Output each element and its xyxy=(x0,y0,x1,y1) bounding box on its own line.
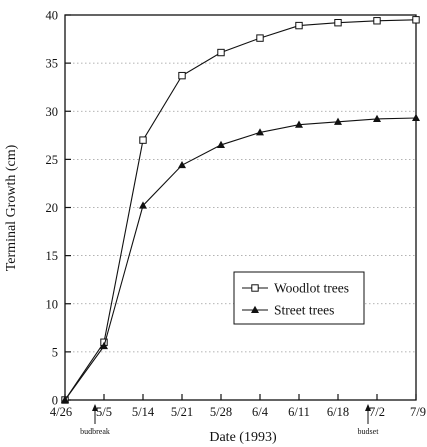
x-tick-label: 6/4 xyxy=(252,405,269,419)
event-arrow-head xyxy=(92,404,98,411)
y-tick-label: 40 xyxy=(46,9,59,23)
x-tick-label: 5/14 xyxy=(132,405,155,419)
data-point-street xyxy=(373,114,381,122)
series-group xyxy=(61,16,420,404)
x-tick-label: 6/11 xyxy=(288,405,310,419)
data-point-street xyxy=(217,140,225,148)
legend-label: Woodlot trees xyxy=(274,281,349,296)
event-label-budbreak: budbreak xyxy=(80,427,110,436)
data-point-woodlot xyxy=(139,136,147,144)
data-point-woodlot xyxy=(256,34,264,42)
legend: Woodlot trees Street trees xyxy=(233,271,365,325)
x-tick-label: 4/26 xyxy=(50,405,72,419)
axes xyxy=(64,14,417,401)
x-tick-label: 5/5 xyxy=(96,405,112,419)
data-point-woodlot xyxy=(217,48,225,57)
y-tick-label: 25 xyxy=(46,153,59,167)
x-axis-title: Date (1993) xyxy=(209,430,277,445)
x-tick-label: 5/28 xyxy=(210,405,232,419)
x-tick-label: 6/18 xyxy=(327,405,349,419)
data-point-street xyxy=(295,120,303,128)
data-point-woodlot xyxy=(295,21,303,30)
data-point-woodlot xyxy=(412,16,420,24)
y-tick-label: 30 xyxy=(46,105,59,119)
legend-marker-woodlot xyxy=(251,284,259,292)
y-tick-label: 35 xyxy=(46,57,59,71)
data-point-street xyxy=(139,201,147,209)
tick-labels: 0 5 10 15 20 25 30 35 40 4/26 5/5 5/14 5/21 5/28 6/4 6/… xyxy=(46,9,427,420)
data-point-woodlot xyxy=(178,71,186,80)
data-point-street xyxy=(334,117,342,125)
y-tick-label: 15 xyxy=(46,249,59,263)
annotations: budbreak budset xyxy=(80,404,379,436)
y-axis-title: Terminal Growth (cm) xyxy=(4,144,19,271)
data-point-street xyxy=(100,341,108,350)
x-tick-label: 5/21 xyxy=(171,405,193,419)
data-point-street xyxy=(256,128,264,136)
y-tick-label: 10 xyxy=(46,297,59,311)
event-arrow-head xyxy=(365,404,371,411)
legend-box xyxy=(233,271,365,325)
legend-label: Street trees xyxy=(274,303,334,318)
y-tick-label: 0 xyxy=(52,394,58,408)
y-tick-label: 20 xyxy=(46,201,59,215)
legend-marker-street xyxy=(251,305,259,313)
series-line-woodlot xyxy=(64,19,417,401)
data-point-street xyxy=(412,113,420,121)
series-line-street xyxy=(64,117,417,401)
data-point-street xyxy=(178,160,186,169)
event-label-budset: budset xyxy=(358,427,380,436)
data-point-woodlot xyxy=(373,17,381,25)
x-tick-label: 7/2 xyxy=(369,405,385,419)
x-tick-label: 7/9 xyxy=(410,405,426,419)
data-point-street xyxy=(61,395,69,403)
data-point-woodlot xyxy=(334,19,342,27)
y-tick-label: 5 xyxy=(52,345,58,359)
